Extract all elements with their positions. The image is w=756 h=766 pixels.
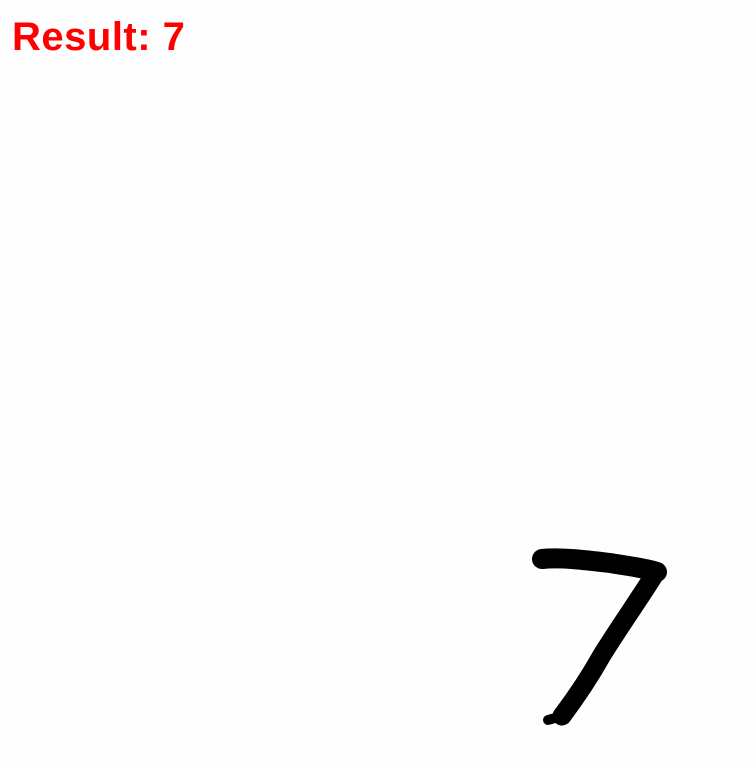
digit-stroke-tick: [535, 551, 551, 566]
digit-stroke-stem: [552, 562, 666, 726]
result-label: Result: 7: [12, 15, 186, 59]
digit-stroke-top: [532, 548, 667, 582]
digit-stroke-tail: [543, 711, 567, 725]
